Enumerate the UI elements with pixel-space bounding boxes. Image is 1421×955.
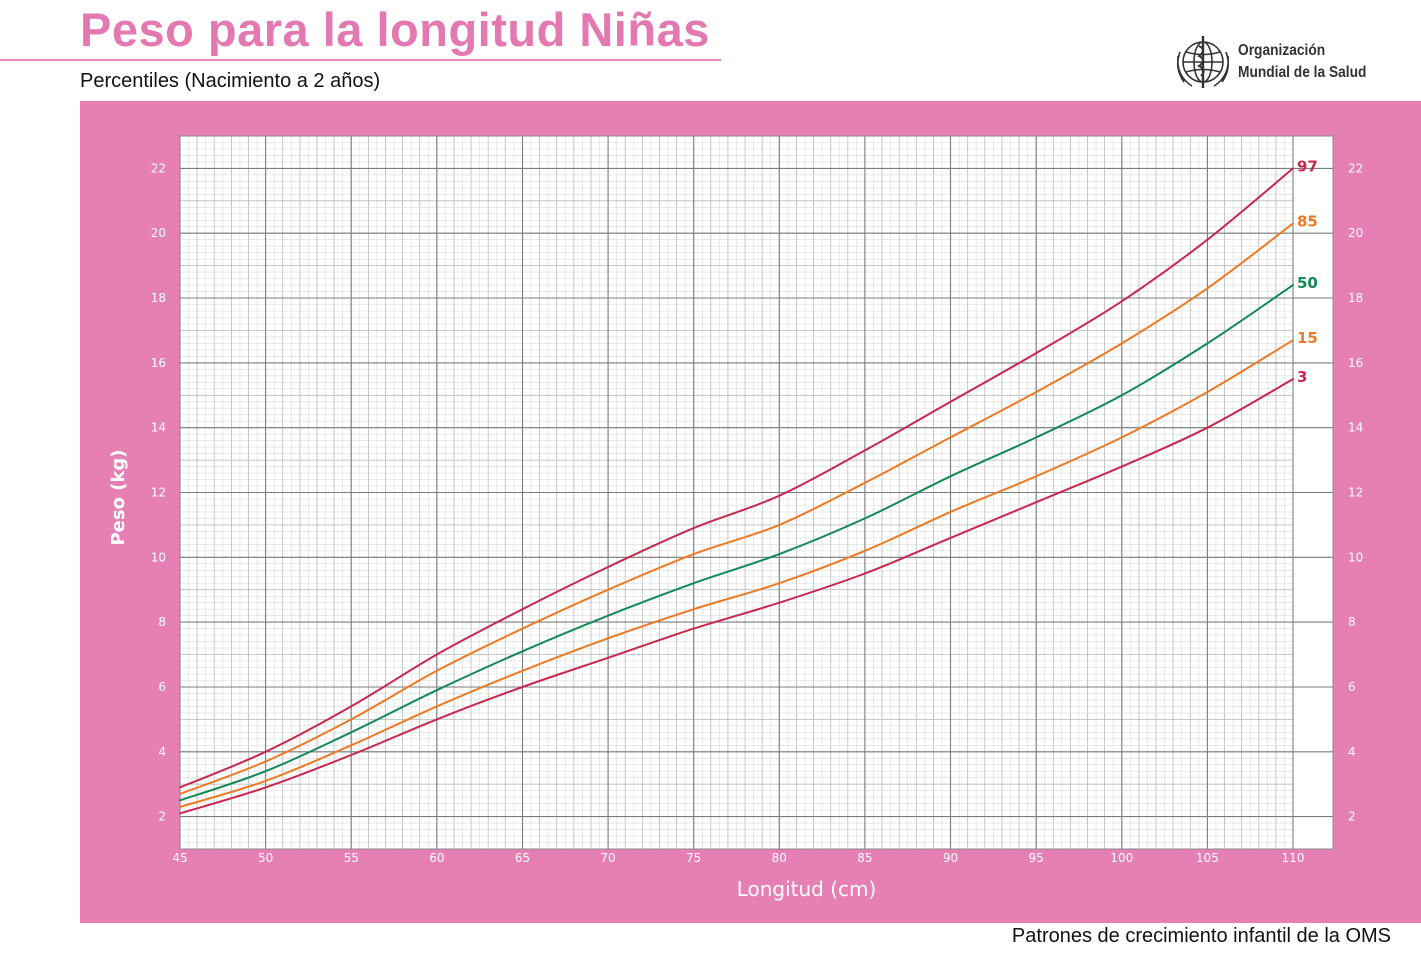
y-tick-label-left: 4 [158,745,166,759]
x-tick-label: 110 [1282,851,1305,865]
plot-border [179,135,1334,850]
x-tick-label: 95 [1029,851,1044,865]
page-subtitle: Percentiles (Nacimiento a 2 años) [80,70,381,92]
who-emblem-icon [1176,36,1230,88]
series-label-p85: 85 [1297,213,1318,231]
x-tick-label: 60 [429,851,444,865]
y-tick-label-left: 6 [158,680,166,694]
x-tick-label: 75 [686,851,701,865]
logo-line-1: Organización [1238,42,1326,59]
y-tick-label-right: 4 [1348,745,1356,759]
y-tick-label-left: 16 [151,356,166,370]
logo-line-2: Mundial de la Salud [1238,64,1367,81]
series-line-p15 [179,339,1294,808]
y-tick-label-right: 16 [1348,356,1363,370]
y-tick-label-left: 2 [158,810,166,824]
series-label-p97: 97 [1297,157,1318,175]
footer-source: Patrones de crecimiento infantil de la O… [1011,925,1391,947]
who-logo: Organización Mundial de la Salud [1172,32,1392,92]
y-tick-label-left: 22 [151,161,166,175]
series-line-p50 [179,284,1294,802]
x-tick-label: 45 [172,851,187,865]
chart-panel: 45 50 55 60 65 70 75 80 85 90 95 100 105 110 2 2 4 4 6 6 8 8 1… [80,101,1421,923]
y-tick-label-right: 20 [1348,226,1363,240]
series-label-p3: 3 [1297,368,1307,386]
x-tick-label: 90 [943,851,958,865]
x-tick-label: 85 [857,851,872,865]
x-tick-label: 100 [1110,851,1133,865]
y-tick-label-right: 12 [1348,486,1363,500]
series-label-p15: 15 [1297,329,1318,347]
x-tick-label: 50 [258,851,273,865]
y-tick-label-right: 8 [1348,615,1356,629]
x-tick-label: 105 [1196,851,1219,865]
x-tick-label: 65 [515,851,530,865]
y-tick-label-left: 10 [151,550,166,564]
y-tick-label-right: 18 [1348,291,1363,305]
x-tick-label: 80 [772,851,787,865]
series-line-p85 [179,222,1294,795]
y-tick-label-left: 14 [151,421,166,435]
series-label-p50: 50 [1297,274,1318,292]
y-tick-label-left: 18 [151,291,166,305]
title-divider [0,59,721,61]
x-tick-label: 55 [344,851,359,865]
y-tick-label-left: 8 [158,615,166,629]
y-tick-label-left: 12 [151,486,166,500]
series-line-p3 [179,378,1294,815]
series-line-p97 [179,167,1294,789]
y-tick-label-right: 10 [1348,550,1363,564]
y-tick-label-left: 20 [151,226,166,240]
x-tick-label: 70 [600,851,615,865]
y-tick-label-right: 6 [1348,680,1356,694]
y-tick-label-right: 2 [1348,810,1356,824]
x-axis-label: Longitud (cm) [737,877,877,901]
y-tick-label-right: 14 [1348,421,1363,435]
page-title: Peso para la longitud Niñas [80,3,710,56]
y-axis-label: Peso (kg) [108,449,129,545]
y-tick-label-right: 22 [1348,161,1363,175]
